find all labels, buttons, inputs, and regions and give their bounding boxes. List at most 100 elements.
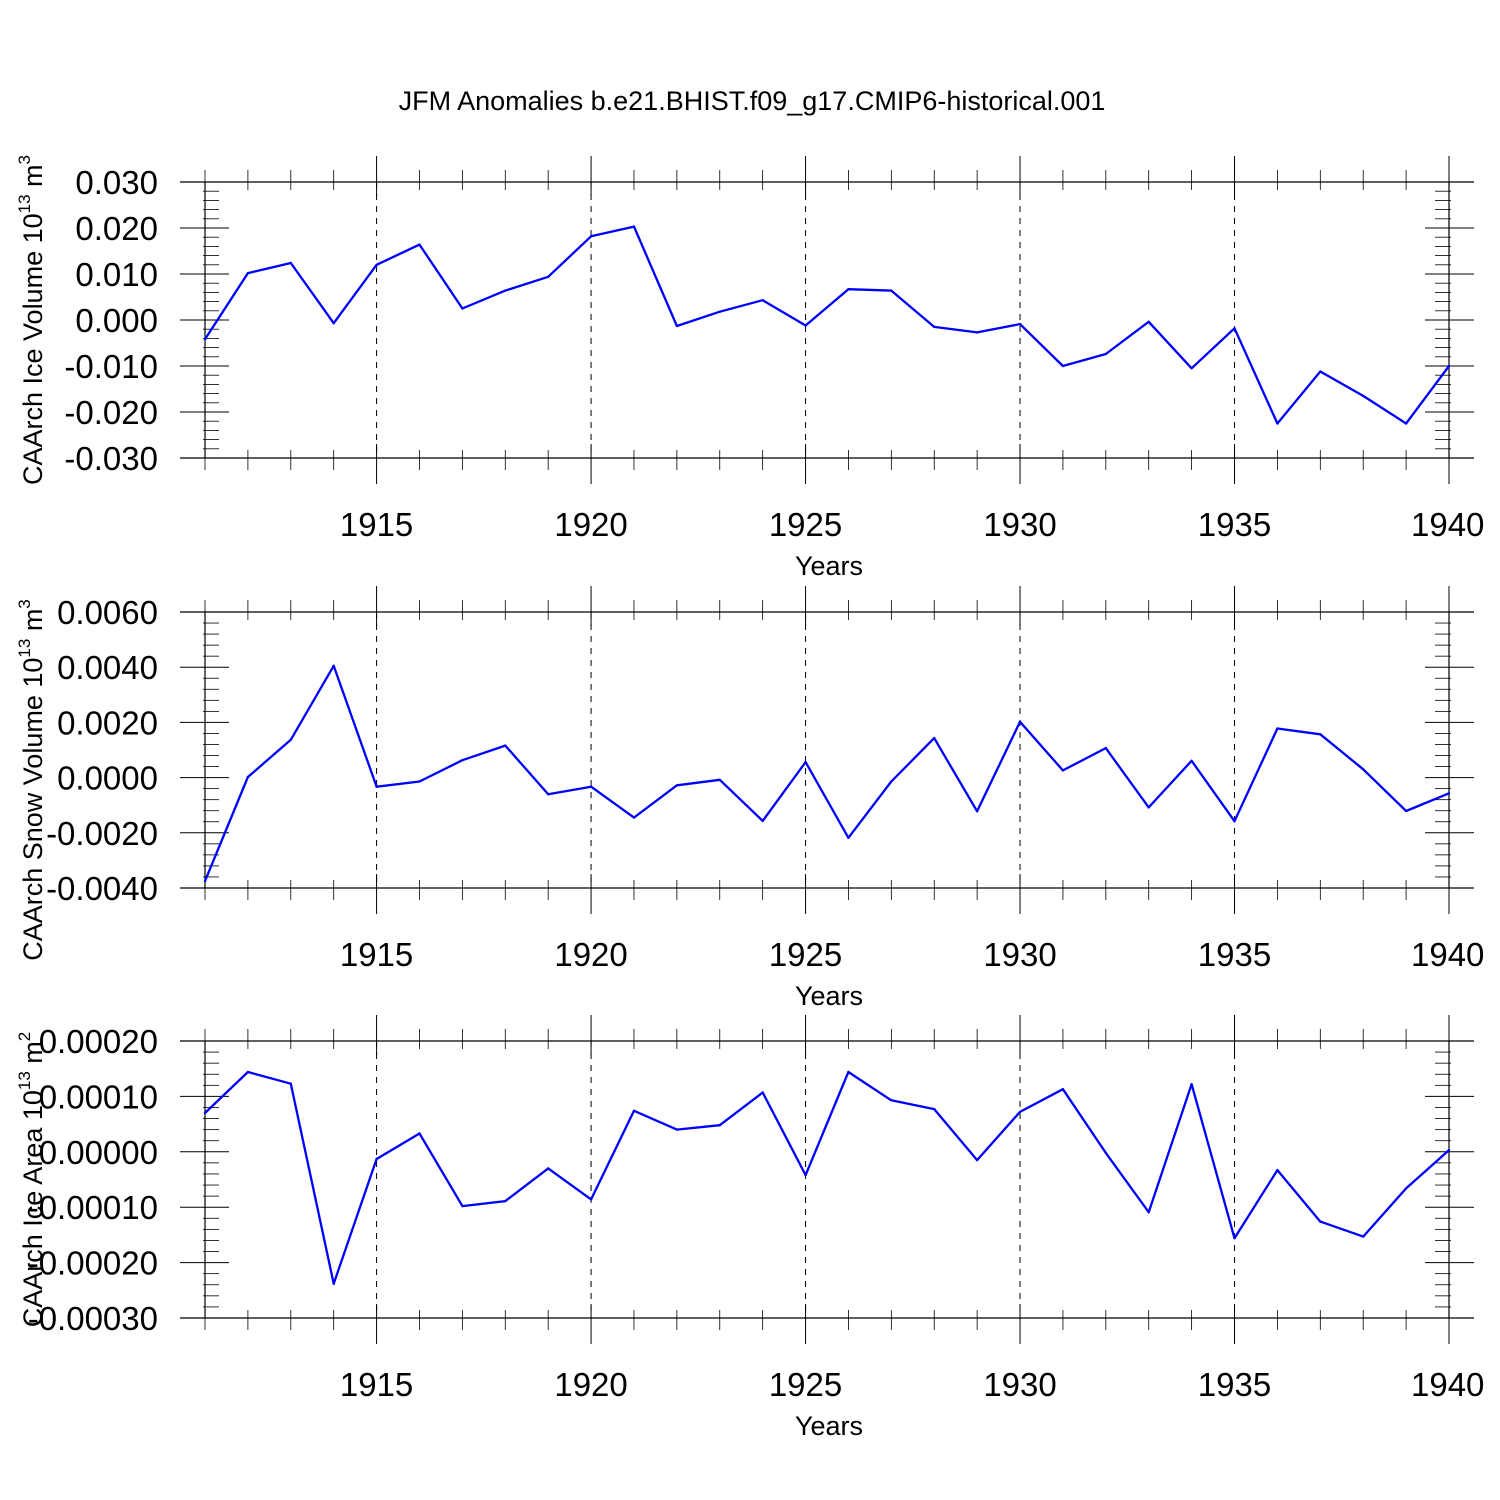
data-point bbox=[1061, 364, 1065, 368]
data-point bbox=[246, 775, 250, 779]
data-point bbox=[375, 1157, 378, 1161]
data-point bbox=[547, 793, 550, 796]
y-axis-label: CAArch Ice Volume 1013 m3 bbox=[15, 155, 48, 485]
x-tick-label: 1925 bbox=[769, 506, 842, 543]
y-tick-label: 0.00000 bbox=[39, 1134, 158, 1171]
data-point bbox=[804, 760, 807, 764]
x-tick-label: 1915 bbox=[340, 1366, 413, 1403]
data-point bbox=[1233, 1237, 1236, 1240]
x-axis-label: Years bbox=[795, 551, 863, 581]
x-tick-label: 1940 bbox=[1411, 936, 1484, 973]
data-point bbox=[1447, 1148, 1451, 1152]
data-point bbox=[1404, 809, 1408, 813]
x-tick-label: 1935 bbox=[1198, 936, 1271, 973]
data-point bbox=[461, 307, 464, 310]
data-point bbox=[1362, 768, 1365, 771]
data-point bbox=[461, 759, 464, 762]
data-point bbox=[718, 310, 721, 313]
x-tick-label: 1925 bbox=[769, 1366, 842, 1403]
data-point bbox=[1147, 806, 1150, 809]
data-point bbox=[632, 816, 636, 819]
data-point bbox=[375, 263, 378, 266]
data-point bbox=[718, 778, 721, 781]
data-point bbox=[1190, 367, 1193, 370]
x-tick-label: 1930 bbox=[983, 936, 1056, 973]
data-point bbox=[1061, 769, 1065, 772]
x-tick-label: 1930 bbox=[983, 506, 1056, 543]
data-point bbox=[418, 243, 421, 246]
panel-3: -0.00030 -0.00020 -0.00010 0.00000 0.00010 0.… bbox=[15, 1015, 1484, 1441]
y-tick-label: -0.0040 bbox=[46, 870, 158, 907]
data-point bbox=[1147, 320, 1150, 323]
series-line bbox=[203, 664, 1450, 882]
data-point bbox=[675, 324, 679, 328]
data-point bbox=[332, 664, 335, 667]
data-point bbox=[504, 744, 507, 747]
y-axis-label: CAArch Snow Volume 1013 m3 bbox=[15, 599, 48, 961]
data-point bbox=[589, 1198, 593, 1201]
data-point bbox=[1404, 1187, 1408, 1190]
data-point bbox=[975, 810, 979, 813]
y-tick-label: -0.0020 bbox=[46, 815, 158, 852]
x-tick-label: 1920 bbox=[554, 1366, 627, 1403]
x-axis-label: Years bbox=[795, 981, 863, 1011]
data-point bbox=[203, 1111, 207, 1115]
data-point bbox=[1104, 746, 1108, 750]
data-point bbox=[761, 819, 764, 823]
data-point bbox=[933, 736, 936, 740]
data-point bbox=[246, 1070, 250, 1074]
panel-2: -0.0040 -0.0020 0.0000 0.0020 0.0040 0.0060 19… bbox=[15, 586, 1484, 1011]
x-tick-label: 1920 bbox=[554, 936, 627, 973]
y-tick-label: 0.010 bbox=[75, 256, 158, 293]
data-point bbox=[675, 1128, 679, 1131]
data-point bbox=[1233, 820, 1236, 823]
x-tick-label: 1935 bbox=[1198, 506, 1271, 543]
data-point bbox=[847, 1070, 850, 1074]
y-tick-label: 0.020 bbox=[75, 210, 158, 247]
y-tick-label: -0.00030 bbox=[28, 1300, 158, 1337]
data-point bbox=[632, 225, 636, 228]
x-tick-label: 1915 bbox=[340, 506, 413, 543]
data-point bbox=[547, 275, 550, 278]
x-tick-label: 1940 bbox=[1411, 506, 1484, 543]
data-point bbox=[504, 289, 507, 292]
y-tick-label: 0.00020 bbox=[39, 1023, 158, 1060]
data-point bbox=[375, 785, 378, 788]
data-point bbox=[1061, 1088, 1065, 1091]
data-point bbox=[1362, 1235, 1365, 1238]
data-point bbox=[1276, 727, 1279, 730]
y-axis-label: CAArch Ice Area 1013 m2 bbox=[15, 1032, 48, 1328]
y-tick-label: -0.010 bbox=[64, 348, 158, 385]
data-point bbox=[1104, 352, 1108, 356]
data-point bbox=[761, 1091, 764, 1094]
x-axis-label: Years bbox=[795, 1411, 863, 1441]
data-point bbox=[890, 780, 893, 783]
data-point bbox=[1404, 422, 1408, 425]
x-tick-label: 1935 bbox=[1198, 1366, 1271, 1403]
data-point bbox=[246, 271, 250, 275]
data-point bbox=[203, 879, 207, 883]
data-point bbox=[632, 1109, 636, 1113]
y-tick-label: -0.030 bbox=[64, 440, 158, 477]
panel-1: -0.030 -0.020 -0.010 0.000 0.010 0.020 0.030 19… bbox=[15, 155, 1484, 581]
data-point bbox=[203, 338, 207, 341]
data-point bbox=[289, 738, 292, 741]
data-point bbox=[847, 288, 850, 291]
data-point bbox=[675, 784, 679, 787]
data-point bbox=[1362, 394, 1365, 398]
data-point bbox=[804, 1173, 807, 1177]
x-tick-label: 1925 bbox=[769, 936, 842, 973]
data-point bbox=[589, 785, 593, 788]
data-point bbox=[1147, 1211, 1150, 1214]
data-point bbox=[332, 322, 335, 325]
data-point bbox=[1233, 327, 1236, 330]
data-point bbox=[1190, 1083, 1193, 1086]
data-point bbox=[461, 1204, 464, 1208]
data-point bbox=[418, 780, 421, 783]
data-point bbox=[1018, 720, 1022, 723]
panels: -0.030 -0.020 -0.010 0.000 0.010 0.020 0.030 19… bbox=[15, 155, 1484, 1441]
data-point bbox=[1319, 733, 1322, 736]
data-point bbox=[589, 235, 593, 238]
data-point bbox=[418, 1132, 421, 1135]
